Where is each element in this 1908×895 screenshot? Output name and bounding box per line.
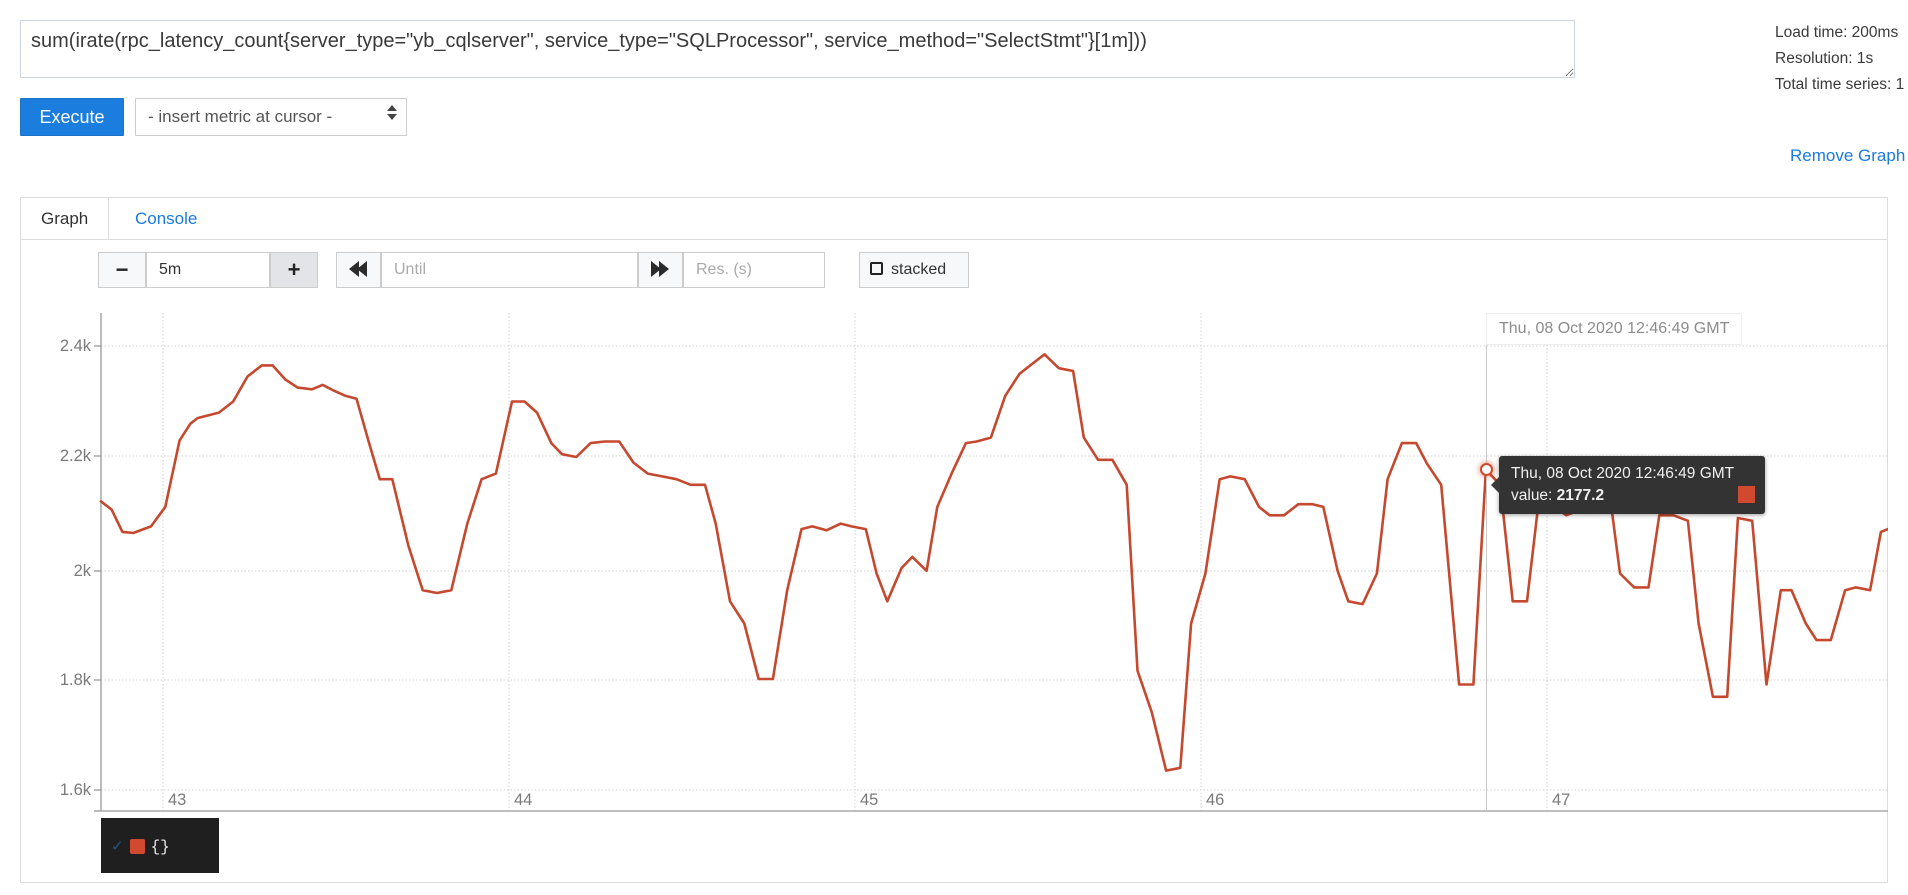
svg-text:44: 44	[514, 791, 532, 809]
svg-text:46: 46	[1206, 791, 1224, 809]
svg-text:43: 43	[168, 791, 186, 809]
svg-text:1.6k: 1.6k	[60, 781, 92, 799]
svg-text:2.2k: 2.2k	[60, 447, 92, 465]
svg-text:2k: 2k	[74, 562, 92, 580]
svg-text:1.8k: 1.8k	[60, 671, 92, 689]
svg-text:47: 47	[1552, 791, 1570, 809]
svg-text:2.4k: 2.4k	[60, 337, 92, 355]
svg-text:45: 45	[860, 791, 878, 809]
